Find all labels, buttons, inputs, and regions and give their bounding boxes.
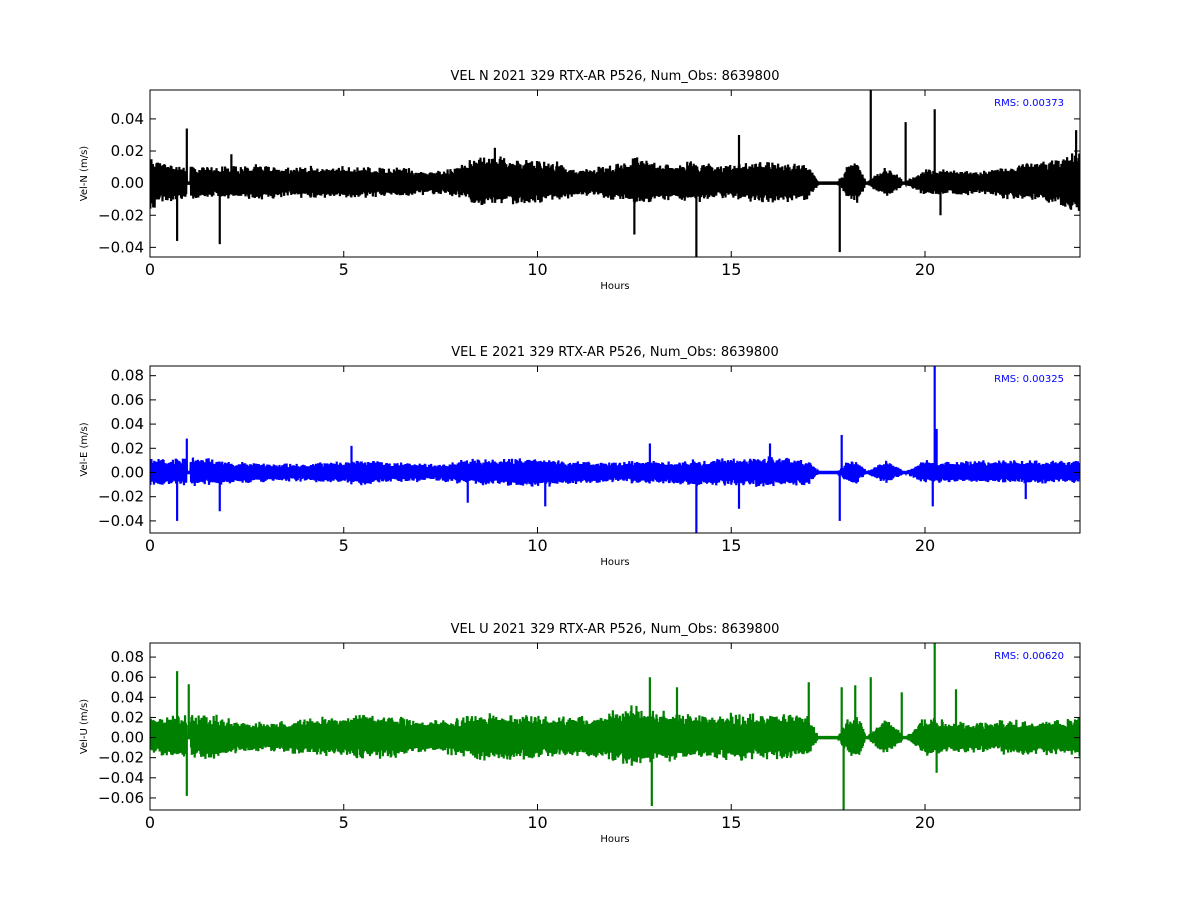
x-tick-label: 5 [339, 260, 349, 279]
y-tick-label: 0.04 [111, 688, 144, 706]
series-line [150, 456, 1080, 487]
chart-title: VEL E 2021 329 RTX-AR P526, Num_Obs: 863… [451, 345, 778, 360]
series-line [150, 705, 1080, 766]
y-tick-label: 0.04 [111, 415, 144, 433]
x-tick-label: 10 [527, 813, 547, 832]
y-tick-label: 0.06 [111, 391, 144, 409]
y-tick-label: −0.04 [98, 512, 144, 530]
x-tick-label: 0 [145, 536, 155, 555]
x-tick-label: 20 [915, 813, 935, 832]
y-tick-label: −0.06 [98, 789, 144, 807]
y-tick-label: 0.00 [111, 174, 144, 192]
x-tick-label: 5 [339, 536, 349, 555]
y-axis-label: Vel-N (m/s) [79, 146, 90, 201]
x-tick-label: 20 [915, 536, 935, 555]
rms-annotation: RMS: 0.00325 [994, 374, 1064, 385]
y-axis-label: Vel-U (m/s) [79, 699, 90, 754]
series-line [150, 153, 1080, 211]
y-tick-label: −0.02 [98, 488, 144, 506]
x-tick-label: 15 [721, 536, 741, 555]
y-tick-label: −0.04 [98, 769, 144, 787]
axes-frame [149, 642, 1081, 811]
subplots-container: 0 5 10 15 20 −0.04 −0.02 0.00 0.02 0.04 VEL N 2021… [79, 69, 1081, 845]
x-tick-label: 0 [145, 813, 155, 832]
y-tick-label: −0.04 [98, 238, 144, 256]
axes-frame [149, 365, 1081, 534]
x-axis-label: Hours [600, 834, 629, 845]
y-tick-label: 0.02 [111, 708, 144, 726]
x-axis-label: Hours [600, 557, 629, 568]
x-tick-label: 0 [145, 260, 155, 279]
axes-frame [149, 89, 1081, 258]
subplot-north: 0 5 10 15 20 −0.04 −0.02 0.00 0.02 0.04 VEL N 2021… [79, 69, 1081, 292]
rms-annotation: RMS: 0.00620 [994, 651, 1064, 662]
subplot-east: 0 5 10 15 20 −0.04 −0.02 0.00 0.02 0.04 0.06 0.08 VE… [79, 345, 1081, 568]
x-tick-label: 10 [527, 260, 547, 279]
y-tick-label: 0.08 [111, 367, 144, 385]
y-tick-label: 0.00 [111, 463, 144, 481]
y-tick-label: −0.02 [98, 749, 144, 767]
chart-title: VEL N 2021 329 RTX-AR P526, Num_Obs: 863… [451, 69, 780, 84]
x-tick-label: 5 [339, 813, 349, 832]
y-tick-label: −0.02 [98, 206, 144, 224]
y-tick-label: 0.02 [111, 142, 144, 160]
y-tick-label: 0.06 [111, 668, 144, 686]
x-tick-label: 10 [527, 536, 547, 555]
y-tick-label: 0.00 [111, 729, 144, 747]
x-axis-label: Hours [600, 281, 629, 292]
x-tick-label: 15 [721, 260, 741, 279]
y-tick-label: 0.02 [111, 439, 144, 457]
chart-title: VEL U 2021 329 RTX-AR P526, Num_Obs: 863… [451, 622, 780, 637]
y-axis-label: Vel-E (m/s) [79, 422, 90, 476]
y-tick-label: 0.08 [111, 648, 144, 666]
x-tick-label: 15 [721, 813, 741, 832]
x-tick-label: 20 [915, 260, 935, 279]
subplot-up: 0 5 10 15 20 −0.06 −0.04 −0.02 0.00 0.02 0.04 0.06 0… [79, 622, 1081, 845]
y-tick-label: 0.04 [111, 110, 144, 128]
rms-annotation: RMS: 0.00373 [994, 98, 1064, 109]
